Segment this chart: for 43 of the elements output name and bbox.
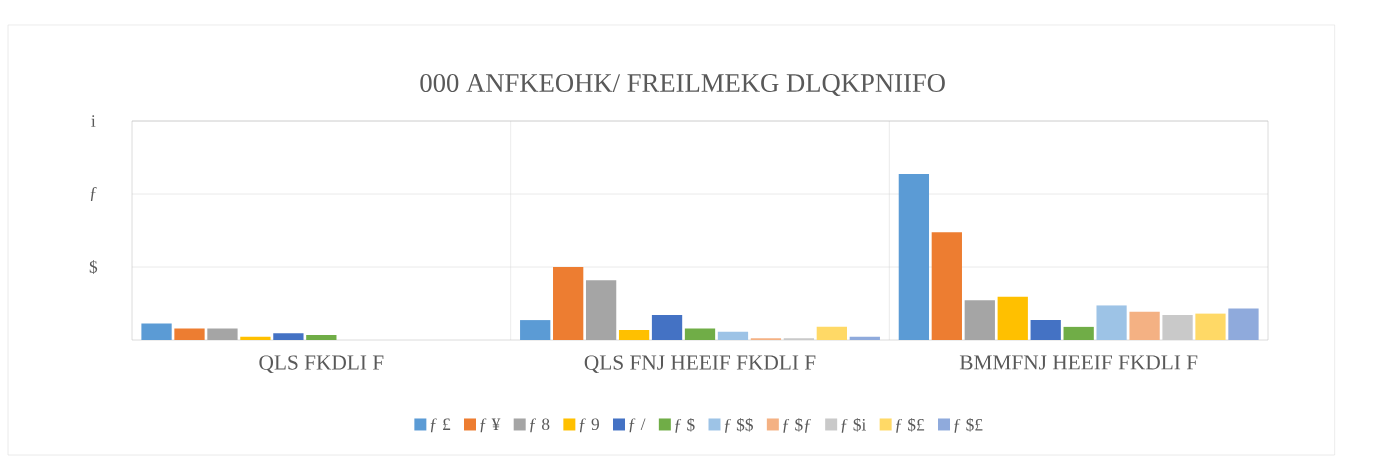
x-tick-label: QLS FKDLI F [259,355,384,373]
legend-label: ƒ $ [675,417,695,433]
bar [684,328,716,340]
legend-label: ƒ $i [841,417,866,433]
legend-label: ƒ 9 [579,418,599,433]
bar [816,326,847,340]
x-tick-label: BMMFNJ HEEIF FKDLI F [959,355,1198,370]
legend-label: ƒ ¥ [480,418,501,433]
bar [1063,326,1094,340]
bar [306,335,337,340]
bar [520,320,551,340]
bar [141,323,172,340]
bar [964,300,995,340]
text: $ [89,260,98,274]
bar [207,328,238,340]
bar [1195,313,1226,340]
bar [849,336,880,340]
text: i [91,115,96,127]
bar [1030,320,1061,340]
bar [273,333,304,340]
legend-label: ƒ $£ [895,417,925,433]
legend-label: ƒ / [629,418,646,433]
x-tick-label: QLS FNJ HEEIF FKDLI F [584,355,816,373]
bar [997,296,1028,340]
bar [651,315,683,340]
text: ƒ [90,187,97,201]
legend-label: ƒ £ [430,418,451,433]
legend-label: ƒ $$ [724,417,753,433]
bar [1129,311,1160,340]
bar [174,328,205,340]
bar [240,336,271,340]
legend-label: ƒ 8 [530,418,550,433]
bar [618,330,650,340]
bar [1096,305,1127,340]
bar [717,331,749,340]
chart-title: 000 ANFKEOHK/ FREILMEKG DLQKPNIIFO [420,73,945,97]
legend-label: ƒ $ƒ [783,417,811,433]
bar [1228,308,1259,340]
bar [898,174,930,340]
bar [931,232,962,340]
bar [585,280,617,340]
bar [553,267,584,340]
legend-label: ƒ $£ [954,417,983,433]
